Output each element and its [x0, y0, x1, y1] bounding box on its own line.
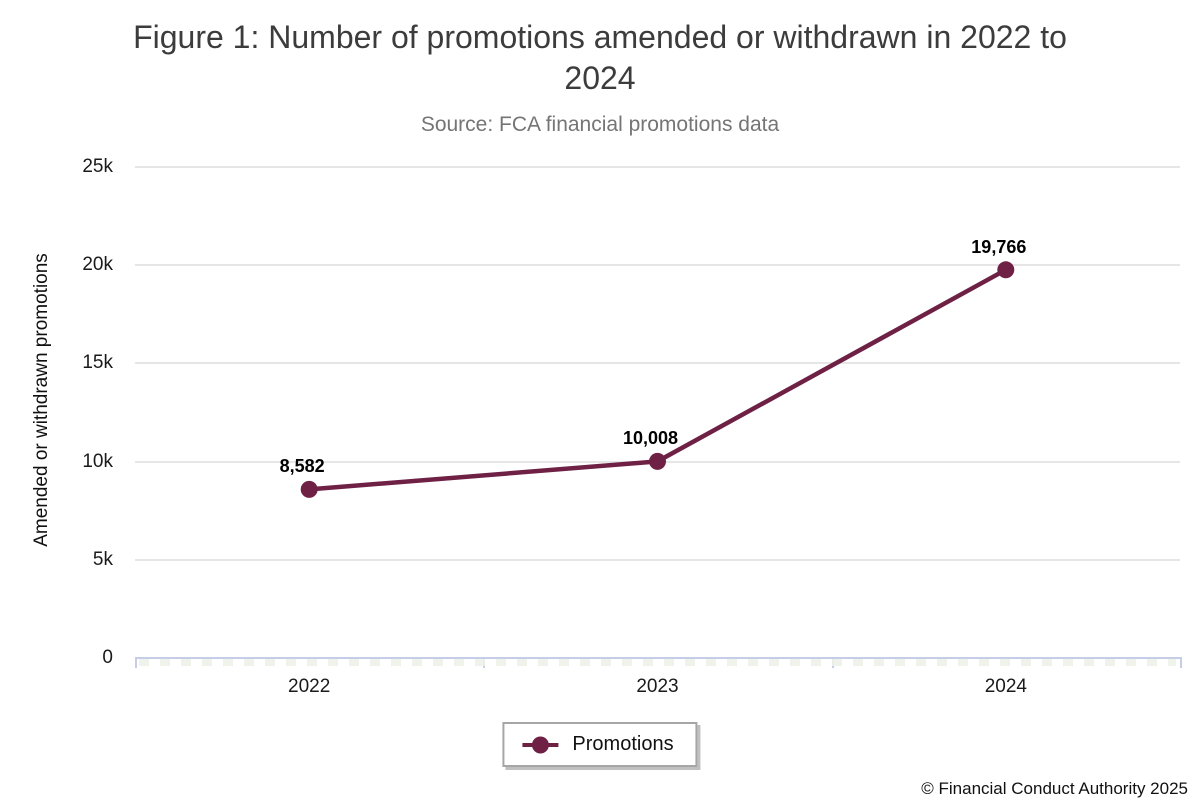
chart-title: Figure 1: Number of promotions amended o…: [0, 17, 1200, 99]
y-tick-label: 10k: [82, 450, 113, 472]
chart-subtitle: Source: FCA financial promotions data: [420, 113, 780, 136]
x-axis-line: [135, 657, 1182, 659]
data-point-marker[interactable]: [997, 261, 1015, 279]
x-axis-tick: [135, 659, 137, 668]
data-point-marker[interactable]: [300, 480, 318, 498]
gridline: [135, 558, 1180, 561]
x-tick-label: 2022: [288, 676, 331, 697]
y-tick-label: 25k: [82, 156, 113, 177]
gridline: [135, 362, 1180, 365]
x-tick-label: 2023: [636, 676, 679, 697]
x-tick-label: 2024: [984, 676, 1027, 697]
y-axis-title: Amended or withdrawn promotions: [31, 253, 52, 547]
y-tick-label: 20k: [82, 254, 113, 276]
x-axis-minor-ticks: [139, 659, 1176, 666]
x-axis-tick: [1180, 659, 1182, 668]
data-point-label: 8,582: [279, 456, 325, 477]
legend-item-label: Promotions: [572, 733, 674, 755]
chart-title-text: Figure 1: Number of promotions amended o…: [133, 19, 1067, 96]
copyright-text: © Financial Conduct Authority 2025: [921, 779, 1188, 798]
data-point-label: 10,008: [622, 428, 679, 449]
plot-area: [300, 261, 1015, 498]
y-tick-label: 15k: [82, 352, 113, 374]
gridline: [135, 166, 1180, 168]
y-tick-label: 5k: [92, 548, 113, 570]
data-point-marker[interactable]: [649, 452, 666, 470]
gridline: [135, 264, 1180, 267]
legend-marker-icon: [522, 736, 559, 753]
y-tick-label: 0: [102, 647, 113, 668]
legend-item-promotions[interactable]: Promotions: [502, 722, 698, 767]
data-point-label: 19,766: [971, 236, 1027, 257]
